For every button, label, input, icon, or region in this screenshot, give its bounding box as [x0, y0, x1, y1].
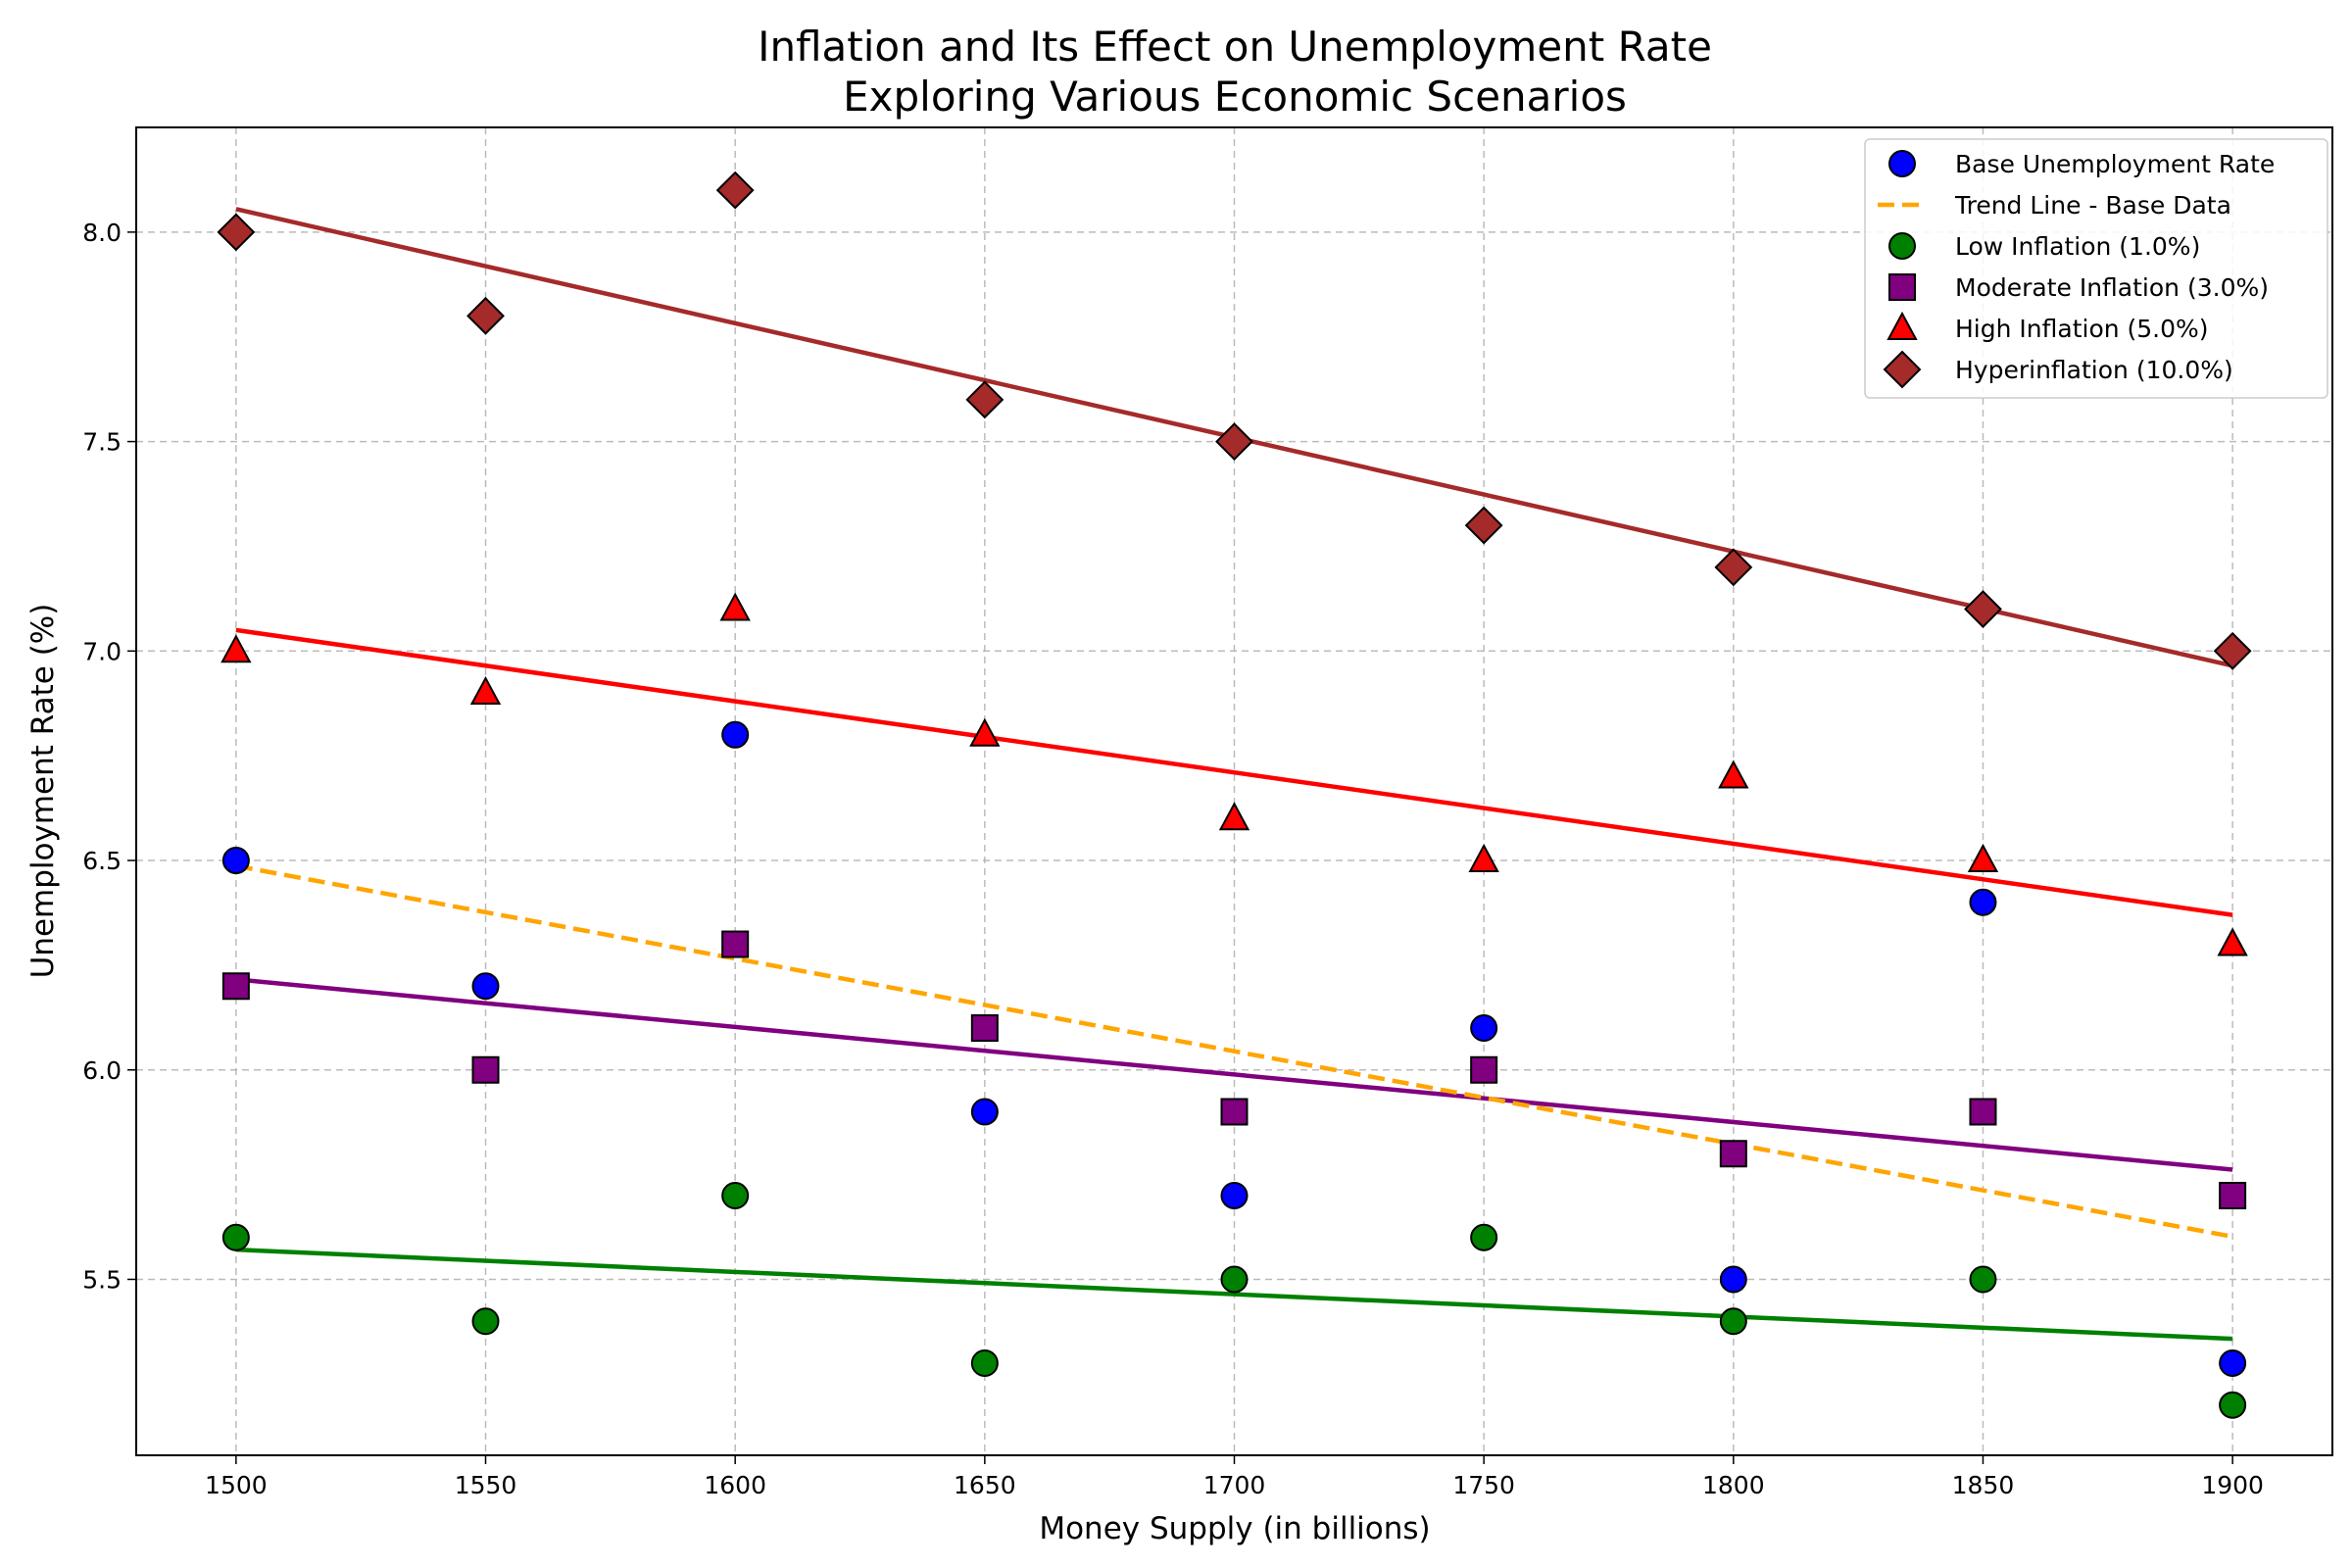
data-point: [2217, 927, 2248, 956]
data-point: [969, 717, 1001, 747]
x-tick-label: 1700: [1203, 1471, 1266, 1499]
x-tick-label: 1500: [205, 1471, 268, 1499]
data-point: [1718, 760, 1749, 789]
trend-line: [235, 863, 2233, 1240]
data-point: [1969, 888, 1997, 916]
data-point: [965, 380, 1004, 419]
data-point: [2219, 1181, 2247, 1209]
fit-line: [235, 627, 2233, 917]
legend-label: Moderate Inflation (3.0%): [1955, 273, 2269, 302]
axis-ticks: 1500 1550 1600 1650 1700 1750 1800 1850 1900 5.5 6…: [82, 219, 2264, 1499]
grid: [136, 127, 2332, 1455]
data-point: [471, 972, 500, 1001]
y-tick-label: 6.5: [82, 847, 122, 875]
data-point: [1719, 1140, 1747, 1168]
y-tick-label: 7.5: [82, 428, 122, 457]
data-point: [1464, 506, 1503, 545]
legend-box: [1864, 138, 2328, 399]
data-point: [1220, 1098, 1249, 1126]
x-axis-label: Money Supply (in billions): [1039, 1511, 1430, 1546]
legend-label: Base Unemployment Rate: [1955, 150, 2275, 178]
data-point: [471, 1307, 500, 1336]
data-point: [970, 1348, 999, 1377]
data-point: [221, 1223, 250, 1251]
fit-line: [235, 1247, 2233, 1342]
data-point: [2219, 1348, 2247, 1377]
data-point: [1967, 843, 1999, 873]
x-tick-label: 1650: [954, 1471, 1016, 1499]
data-point: [221, 972, 250, 1001]
legend-marker: [1888, 232, 1916, 260]
data-point: [715, 171, 755, 210]
y-tick-label: 6.0: [82, 1056, 122, 1085]
data-point: [721, 720, 750, 749]
x-tick-label: 1850: [1952, 1471, 2015, 1499]
data-point: [220, 634, 252, 663]
data-point: [1215, 422, 1253, 461]
data-point: [1964, 590, 2002, 628]
data-point: [2219, 1391, 2247, 1419]
legend-label: Hyperinflation (10.0%): [1955, 356, 2233, 384]
x-tick-label: 1750: [1452, 1471, 1515, 1499]
data-point: [1719, 1265, 1747, 1294]
data-point: [721, 930, 750, 958]
legend: Base Unemployment Rate Trend Line - Base …: [1864, 138, 2328, 399]
data-point: [1714, 548, 1753, 587]
data-point: [1220, 1181, 1249, 1209]
x-tick-label: 1900: [2201, 1471, 2264, 1499]
data-point: [1220, 1265, 1249, 1294]
data-point: [1969, 1098, 1997, 1126]
data-point: [970, 1098, 999, 1126]
chart-subtitle: Exploring Various Economic Scenarios: [843, 73, 1627, 121]
x-tick-label: 1800: [1702, 1471, 1765, 1499]
data-point: [466, 296, 505, 335]
y-axis-label: Unemployment Rate (%): [25, 604, 61, 979]
legend-marker: [1888, 150, 1916, 177]
legend-marker: [1886, 311, 1918, 340]
fit-line: [235, 977, 2233, 1172]
data-point: [1470, 1055, 1498, 1084]
y-tick-label: 7.0: [82, 637, 122, 665]
data-point: [1719, 1307, 1747, 1336]
data-point: [970, 1014, 999, 1043]
data-point: [469, 675, 502, 706]
chart-title: Inflation and Its Effect on Unemployment…: [758, 23, 1712, 71]
data-point: [1468, 843, 1499, 873]
data-point: [1969, 1265, 1997, 1294]
legend-label: High Inflation (5.0%): [1955, 315, 2209, 343]
legend-label: Trend Line - Base Data: [1954, 191, 2231, 220]
data-point: [217, 213, 256, 252]
y-tick-label: 8.0: [82, 219, 122, 247]
x-tick-label: 1550: [455, 1471, 517, 1499]
legend-marker: [1888, 273, 1916, 301]
data-point: [1218, 802, 1250, 831]
plot-frame: [135, 126, 2333, 1456]
data-point: [1470, 1223, 1498, 1251]
x-tick-label: 1600: [704, 1471, 766, 1499]
data-point: [1470, 1014, 1498, 1043]
legend-label: Low Inflation (1.0%): [1955, 232, 2200, 261]
data-point: [719, 592, 751, 621]
data-points: [217, 171, 2252, 1419]
legend-marker: [1883, 350, 1922, 389]
data-point: [471, 1055, 500, 1084]
data-point: [721, 1181, 750, 1209]
data-point: [221, 847, 250, 875]
y-tick-label: 5.5: [82, 1265, 122, 1294]
data-point: [2213, 631, 2252, 670]
